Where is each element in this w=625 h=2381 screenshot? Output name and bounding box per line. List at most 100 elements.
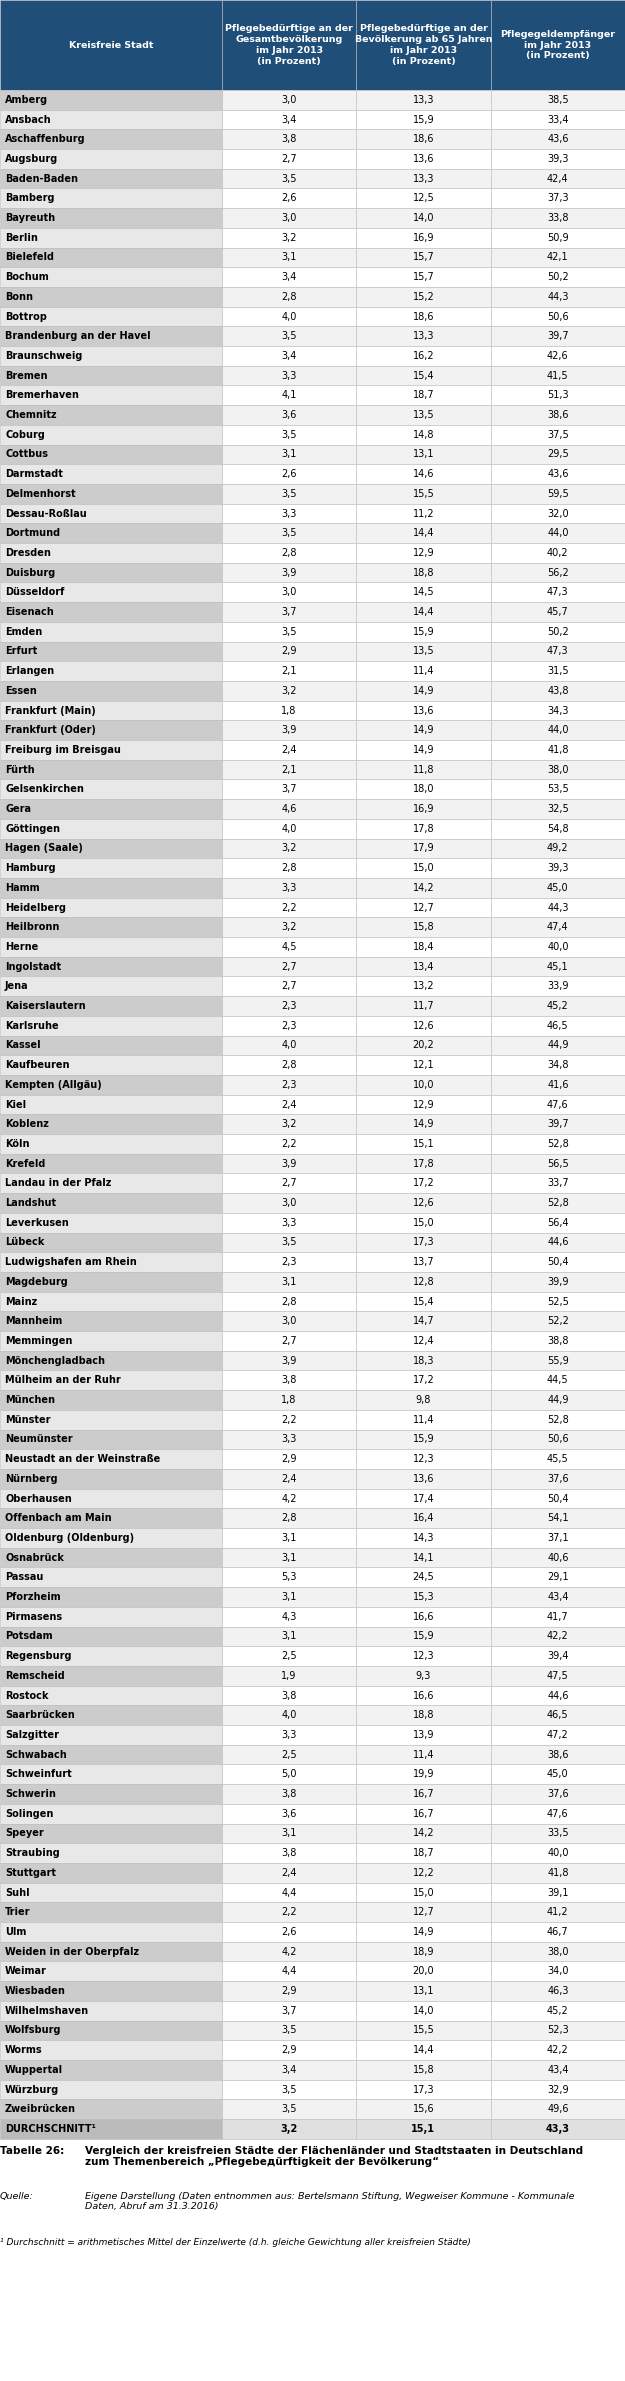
Text: 3,5: 3,5 (281, 1238, 297, 1248)
Text: Neustadt an der Weinstraße: Neustadt an der Weinstraße (5, 1455, 160, 1464)
Bar (356, 995, 491, 1017)
Text: 3,3: 3,3 (281, 510, 297, 519)
Text: 39,9: 39,9 (547, 1276, 569, 1286)
Text: 37,6: 37,6 (547, 1474, 569, 1483)
Text: 9,3: 9,3 (416, 1671, 431, 1681)
Text: Münster: Münster (5, 1414, 51, 1424)
Bar (491, 779, 625, 800)
Text: Landau in der Pfalz: Landau in der Pfalz (5, 1179, 111, 1188)
Bar (356, 1410, 491, 1429)
Bar (0, 562, 222, 583)
Text: 15,0: 15,0 (412, 864, 434, 874)
Bar (0, 2000, 222, 2021)
Bar (491, 2100, 625, 2119)
Text: 3,1: 3,1 (281, 252, 297, 262)
Bar (356, 917, 491, 938)
Text: 47,2: 47,2 (547, 1731, 569, 1741)
Text: 46,5: 46,5 (547, 1710, 569, 1719)
Text: 43,6: 43,6 (547, 469, 569, 479)
Text: 39,3: 39,3 (547, 864, 569, 874)
Text: 2,8: 2,8 (281, 548, 297, 557)
Text: 3,4: 3,4 (281, 350, 297, 362)
Bar (356, 562, 491, 583)
Bar (491, 819, 625, 838)
Bar (0, 129, 222, 150)
Text: Krefeld: Krefeld (5, 1160, 46, 1169)
Text: Schwabach: Schwabach (5, 1750, 67, 1760)
Bar (222, 207, 356, 229)
Bar (491, 1981, 625, 2000)
Bar (356, 326, 491, 345)
Text: 3,4: 3,4 (281, 271, 297, 283)
Bar (0, 1212, 222, 1233)
Text: 3,6: 3,6 (281, 410, 297, 419)
Bar (0, 1488, 222, 1510)
Text: Worms: Worms (5, 2045, 42, 2055)
Text: 13,9: 13,9 (412, 1731, 434, 1741)
Bar (356, 2060, 491, 2079)
Bar (222, 1567, 356, 1588)
Text: 3,6: 3,6 (281, 1810, 297, 1819)
Bar (222, 1510, 356, 1529)
Text: 13,1: 13,1 (412, 1986, 434, 1995)
Bar (356, 1607, 491, 1626)
Bar (222, 248, 356, 267)
Bar (222, 779, 356, 800)
Text: 41,7: 41,7 (547, 1612, 569, 1621)
Text: 40,0: 40,0 (547, 943, 569, 952)
Bar (356, 129, 491, 150)
Text: 37,1: 37,1 (547, 1533, 569, 1543)
Text: Hamburg: Hamburg (5, 864, 56, 874)
Text: 11,2: 11,2 (412, 510, 434, 519)
Bar (222, 1095, 356, 1114)
Text: 44,5: 44,5 (547, 1376, 569, 1386)
Text: 3,1: 3,1 (281, 1829, 297, 1838)
Bar (356, 898, 491, 917)
Text: 54,1: 54,1 (547, 1514, 569, 1524)
Bar (0, 505, 222, 524)
Bar (356, 1293, 491, 1312)
Text: Pflegebedürftige an der
Bevölkerung ab 65 Jahren
im Jahr 2013
(in Prozent): Pflegebedürftige an der Bevölkerung ab 6… (355, 24, 492, 67)
Bar (222, 1745, 356, 1764)
Text: 15,4: 15,4 (412, 1298, 434, 1307)
Bar (356, 640, 491, 662)
Bar (356, 1252, 491, 1271)
Text: 3,1: 3,1 (281, 1533, 297, 1543)
Bar (356, 2000, 491, 2021)
Bar (222, 0, 356, 90)
Bar (491, 760, 625, 779)
Bar (0, 1312, 222, 1331)
Bar (222, 1488, 356, 1510)
Text: 14,4: 14,4 (412, 529, 434, 538)
Text: Osnabrück: Osnabrück (5, 1552, 64, 1562)
Text: 3,3: 3,3 (281, 1731, 297, 1741)
Bar (222, 267, 356, 288)
Text: Aschaffenburg: Aschaffenburg (5, 133, 86, 145)
Text: 52,8: 52,8 (547, 1414, 569, 1424)
Text: 15,4: 15,4 (412, 371, 434, 381)
Bar (0, 957, 222, 976)
Text: Würzburg: Würzburg (5, 2083, 59, 2095)
Bar (0, 1450, 222, 1469)
Text: 16,4: 16,4 (412, 1514, 434, 1524)
Bar (0, 1981, 222, 2000)
Bar (356, 288, 491, 307)
Bar (491, 1114, 625, 1133)
Text: 15,5: 15,5 (412, 488, 434, 500)
Text: 38,6: 38,6 (547, 410, 569, 419)
Text: Leverkusen: Leverkusen (5, 1217, 69, 1229)
Bar (222, 1686, 356, 1705)
Text: 33,5: 33,5 (547, 1829, 569, 1838)
Bar (0, 1805, 222, 1824)
Bar (222, 2079, 356, 2100)
Bar (0, 207, 222, 229)
Bar (491, 1667, 625, 1686)
Text: 17,8: 17,8 (412, 824, 434, 833)
Bar (491, 1391, 625, 1410)
Text: Karlsruhe: Karlsruhe (5, 1021, 59, 1031)
Text: 13,7: 13,7 (412, 1257, 434, 1267)
Bar (491, 2041, 625, 2060)
Bar (491, 1883, 625, 1902)
Bar (0, 1745, 222, 1764)
Bar (0, 583, 222, 602)
